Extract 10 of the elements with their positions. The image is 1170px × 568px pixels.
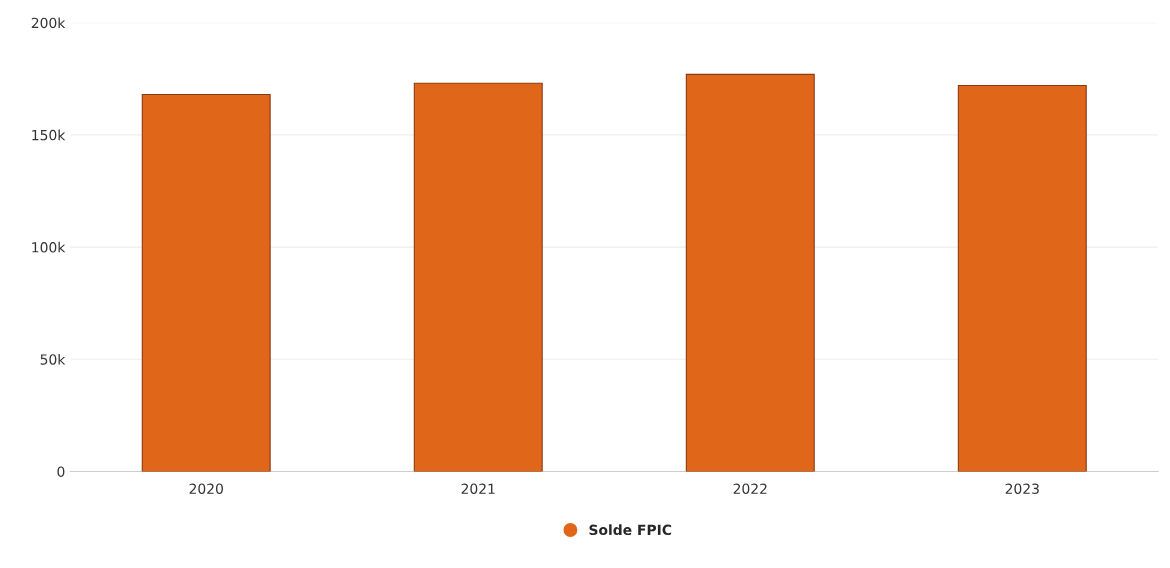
- x-tick-label: 2020: [189, 483, 223, 494]
- x-tick-label: 2023: [1005, 483, 1039, 494]
- x-tick-label: 2021: [461, 483, 495, 494]
- y-tick-label: 100k: [32, 241, 66, 253]
- y-tick-label: 50k: [40, 353, 66, 365]
- y-tick-label: 200k: [31, 17, 66, 29]
- x-tick-label: 2022: [733, 483, 767, 494]
- y-tick-label: 0: [57, 466, 65, 477]
- legend-label: Solde FPIC: [589, 524, 672, 536]
- y-tick-label: 150k: [32, 129, 66, 141]
